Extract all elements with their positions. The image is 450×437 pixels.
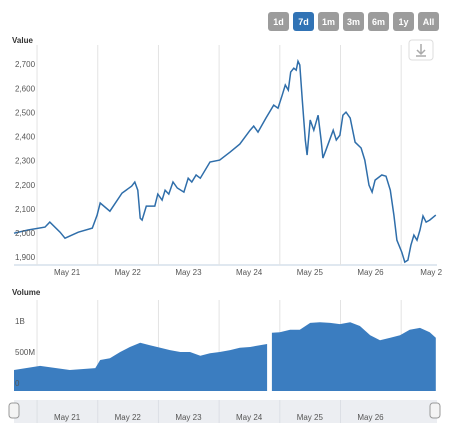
- x-tick-label: May 21: [54, 268, 81, 277]
- export-button[interactable]: [408, 39, 434, 61]
- volume-area: [271, 322, 436, 391]
- x-tick-label: May 2: [420, 268, 442, 277]
- y-tick-label: 0: [15, 379, 20, 388]
- y-tick-label: 2,700: [15, 60, 36, 69]
- y-tick-label: 2,500: [15, 108, 36, 117]
- x-tick-label: May 22: [115, 268, 142, 277]
- range-button[interactable]: 3m: [343, 12, 364, 31]
- navigator-label: May 24: [236, 413, 263, 422]
- y-tick-label: 1,900: [15, 253, 36, 262]
- y-tick-label: 2,100: [15, 205, 36, 214]
- y-tick-label: 500M: [15, 348, 35, 357]
- y-tick-label: 2,400: [15, 133, 36, 142]
- x-tick-label: May 24: [236, 268, 263, 277]
- x-tick-label: May 26: [357, 268, 384, 277]
- y-tick-label: 2,200: [15, 181, 36, 190]
- y-tick-label: 2,300: [15, 157, 36, 166]
- range-selector: 1d 7d 1m 3m 6m 1y All: [268, 12, 439, 31]
- value-line: [13, 58, 437, 264]
- export-icon[interactable]: [416, 44, 426, 57]
- range-button[interactable]: 6m: [368, 12, 389, 31]
- x-tick-label: May 25: [297, 268, 324, 277]
- range-button[interactable]: 7d: [293, 12, 314, 31]
- range-button[interactable]: 1y: [393, 12, 414, 31]
- navigator[interactable]: [14, 400, 437, 423]
- x-tick-label: May 23: [175, 268, 202, 277]
- volume-title: Volume: [12, 288, 41, 297]
- navigator-label: May 22: [115, 413, 142, 422]
- y-tick-label: 2,600: [15, 84, 36, 93]
- navigator-label: May 23: [175, 413, 202, 422]
- navigator-label: May 26: [357, 413, 384, 422]
- range-button[interactable]: 1d: [268, 12, 289, 31]
- navigator-label: May 25: [297, 413, 324, 422]
- navigator-label: May 21: [54, 413, 81, 422]
- y-tick-label: 2,000: [15, 229, 36, 238]
- y-tick-label: 1B: [15, 317, 25, 326]
- value-title: Value: [12, 36, 33, 45]
- navigator-handle[interactable]: [429, 402, 441, 419]
- navigator-handle[interactable]: [8, 402, 20, 419]
- volume-area: [14, 342, 268, 391]
- range-button[interactable]: All: [418, 12, 439, 31]
- range-button[interactable]: 1m: [318, 12, 339, 31]
